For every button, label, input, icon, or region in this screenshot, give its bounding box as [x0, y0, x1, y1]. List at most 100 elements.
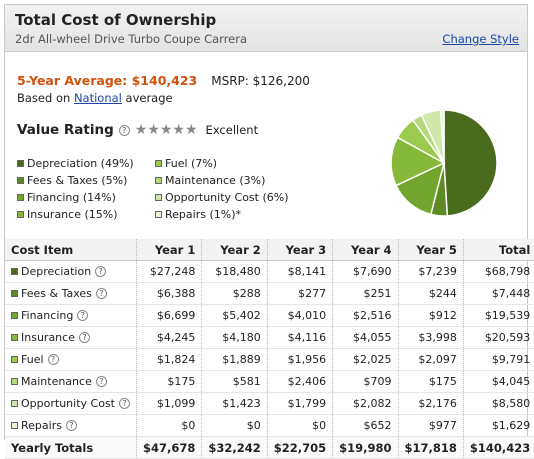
cost-item-label: Opportunity Cost — [21, 397, 115, 410]
table-cell: $2,516 — [332, 304, 399, 327]
table-body: Depreciation? $27,248 $18,480 $8,141 $7,690 $… — [5, 260, 534, 459]
col-header: Year 3 — [267, 239, 334, 261]
cost-item: Depreciation? — [11, 265, 130, 278]
legend-item: Insurance (15%) — [17, 206, 134, 223]
table-cell: $4,045 — [463, 370, 534, 393]
national-link[interactable]: National — [73, 91, 122, 105]
totals-cell: $17,818 — [398, 436, 464, 459]
table-cell: $2,082 — [332, 392, 399, 415]
cost-item: Fees & Taxes? — [11, 287, 130, 300]
table-cell: $244 — [398, 282, 464, 305]
legend-swatch — [155, 194, 162, 201]
table-cell: $5,402 — [201, 304, 268, 327]
table-cell: $1,799 — [267, 392, 334, 415]
table-cell: $6,388 — [136, 282, 203, 305]
based-pre: Based on — [17, 91, 71, 105]
table-cell: $709 — [332, 370, 399, 393]
pie-slice — [443, 109, 498, 217]
legend-swatch — [155, 211, 162, 218]
value-rating-text: Excellent — [205, 123, 259, 137]
row-swatch — [11, 378, 18, 385]
table-row: Repairs? $0 $0 $0 $652 $977 $1,629 — [5, 414, 534, 437]
legend-column-2: Fuel (7%) Maintenance (3%) Opportunity C… — [155, 155, 289, 223]
table-row: Opportunity Cost? $1,099 $1,423 $1,799 $2,08… — [5, 392, 534, 415]
table-cell: $7,239 — [398, 260, 464, 283]
totals-cell: $32,242 — [201, 436, 268, 459]
table-cell: $8,580 — [463, 392, 534, 415]
table-cell: $2,176 — [398, 392, 464, 415]
table-cell: $7,690 — [332, 260, 399, 283]
row-swatch — [11, 268, 18, 275]
table-cell: $4,245 — [136, 326, 203, 349]
help-icon[interactable]: ? — [47, 354, 59, 365]
legend-label: Fuel (7%) — [165, 157, 218, 170]
panel-header: Total Cost of Ownership 2dr All-wheel Dr… — [5, 5, 527, 52]
cost-item-cell: Financing? — [5, 304, 137, 327]
row-swatch — [11, 356, 18, 363]
legend-label: Fees & Taxes (5%) — [27, 174, 128, 187]
col-header: Year 4 — [332, 239, 399, 261]
cost-item-cell: Fuel? — [5, 348, 137, 371]
col-header: Year 2 — [201, 239, 268, 261]
col-header: Cost Item — [5, 239, 137, 261]
five-year-average: 5-Year Average: $140,423 MSRP: $126,200 — [17, 73, 310, 88]
totals-cell: $47,678 — [136, 436, 203, 459]
table-cell: $4,055 — [332, 326, 399, 349]
table-cell: $2,406 — [267, 370, 334, 393]
totals-cell: $19,980 — [332, 436, 399, 459]
legend-item: Repairs (1%)* — [155, 206, 289, 223]
based-on-text: Based on National average — [17, 91, 173, 105]
row-swatch — [11, 334, 18, 341]
legend-swatch — [155, 177, 162, 184]
table-cell: $4,180 — [201, 326, 268, 349]
page-title: Total Cost of Ownership — [15, 11, 217, 29]
cost-item-cell: Depreciation? — [5, 260, 137, 283]
help-icon[interactable]: ? — [118, 124, 130, 136]
row-swatch — [11, 312, 18, 319]
table-cell: $18,480 — [201, 260, 268, 283]
legend-item: Fuel (7%) — [155, 155, 289, 172]
legend-label: Depreciation (49%) — [27, 157, 134, 170]
cost-item-cell: Opportunity Cost? — [5, 392, 137, 415]
help-icon[interactable]: ? — [65, 420, 77, 431]
table-cell: $19,539 — [463, 304, 534, 327]
star-rating-icon: ★★★★★ — [134, 122, 198, 138]
col-header: Year 1 — [136, 239, 203, 261]
totals-cell: $140,423 — [463, 436, 534, 459]
table-cell: $7,448 — [463, 282, 534, 305]
table-row: Fees & Taxes? $6,388 $288 $277 $251 $244 $7,44… — [5, 282, 534, 305]
totals-row: Yearly Totals $47,678 $32,242 $22,705 $19,98… — [5, 436, 534, 459]
change-style-link[interactable]: Change Style — [442, 32, 519, 46]
legend-column-1: Depreciation (49%) Fees & Taxes (5%) Fin… — [17, 155, 134, 223]
table-cell: $0 — [201, 414, 268, 437]
table-cell: $0 — [136, 414, 203, 437]
legend-swatch — [17, 177, 24, 184]
col-header: Total — [463, 239, 534, 261]
col-header: Year 5 — [398, 239, 464, 261]
legend-item: Depreciation (49%) — [17, 155, 134, 172]
table-cell: $27,248 — [136, 260, 203, 283]
cost-item-label: Maintenance — [21, 375, 92, 388]
legend-swatch — [17, 160, 24, 167]
cost-item: Opportunity Cost? — [11, 397, 130, 410]
table-cell: $4,116 — [267, 326, 334, 349]
table-cell: $1,824 — [136, 348, 203, 371]
help-icon[interactable]: ? — [77, 310, 89, 321]
table-row: Financing? $6,699 $5,402 $4,010 $2,516 $912 $1… — [5, 304, 534, 327]
help-icon[interactable]: ? — [95, 288, 107, 299]
help-icon[interactable]: ? — [95, 376, 107, 387]
legend-swatch — [155, 160, 162, 167]
help-icon[interactable]: ? — [118, 398, 130, 409]
pie-slice — [390, 136, 446, 187]
value-rating-label: Value Rating — [17, 122, 114, 138]
help-icon[interactable]: ? — [95, 266, 107, 277]
cost-item: Maintenance? — [11, 375, 130, 388]
help-icon[interactable]: ? — [78, 332, 90, 343]
cost-breakdown-pie — [390, 109, 498, 217]
table-cell: $3,998 — [398, 326, 464, 349]
table-cell: $977 — [398, 414, 464, 437]
cost-item-label: Depreciation — [21, 265, 92, 278]
based-post: average — [125, 91, 173, 105]
table-cell: $4,010 — [267, 304, 334, 327]
table-cell: $9,791 — [463, 348, 534, 371]
